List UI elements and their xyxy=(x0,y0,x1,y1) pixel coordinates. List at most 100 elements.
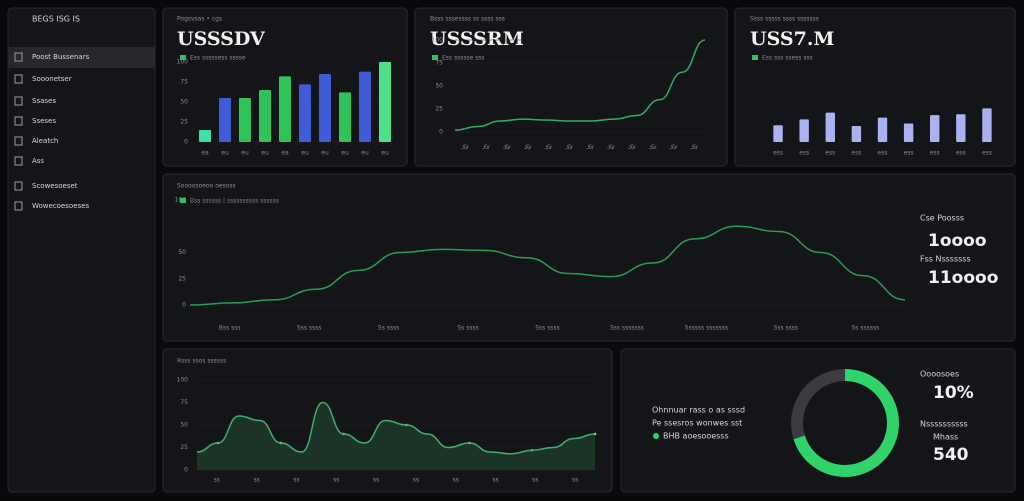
y-tick-label: 25 xyxy=(178,275,186,282)
nav-item: Wowecoesoeses xyxy=(32,202,89,210)
nav-icon xyxy=(14,181,23,191)
y-tick-label: 50 xyxy=(180,422,188,429)
card-title: Soooosoeoo oesoss xyxy=(177,183,236,190)
bar xyxy=(773,125,783,142)
stat-value: 1oooo xyxy=(928,231,987,251)
x-tick-label: eu xyxy=(341,150,349,157)
nav-icon xyxy=(14,136,23,146)
stat-label: Fss Nsssssss xyxy=(920,255,971,264)
bar xyxy=(877,117,888,142)
y-tick-label: 75 xyxy=(435,60,443,67)
x-tick-label: ess xyxy=(930,150,940,157)
x-tick-label: Ss xyxy=(481,143,493,150)
bar xyxy=(239,98,251,142)
donut-subtitle: Pe ssesros wonwes sst xyxy=(652,419,742,428)
y-tick-label: 100 xyxy=(175,197,187,204)
x-tick-label: eu xyxy=(221,150,229,157)
x-tick-label: ss xyxy=(214,477,220,484)
x-tick-label: ess xyxy=(773,150,783,157)
x-tick-label: Ss ssss xyxy=(378,325,399,332)
bar xyxy=(825,112,835,142)
card-value: USSSDV xyxy=(177,28,266,50)
bar xyxy=(930,115,940,142)
x-tick-label: eu xyxy=(321,150,329,157)
card xyxy=(620,348,1016,493)
legend: Ess ssssse sss xyxy=(442,55,485,62)
x-tick-label: eu xyxy=(261,150,269,157)
x-tick-label: ess xyxy=(825,150,835,157)
x-tick-label: Ss xyxy=(626,143,638,150)
x-tick-label: ea xyxy=(281,150,289,157)
y-tick-label: 75 xyxy=(180,79,188,86)
bar xyxy=(359,71,371,142)
card-value: USS7.M xyxy=(750,28,834,50)
x-tick-label: Ss ssssss xyxy=(851,325,879,332)
y-tick-label: 0 xyxy=(182,302,186,309)
nav-icon xyxy=(14,74,23,84)
y-tick-label: 50 xyxy=(178,249,186,256)
card-title: Pogsvsas • cgs xyxy=(177,16,222,23)
x-tick-label: ss xyxy=(254,477,260,484)
nav-icon xyxy=(14,201,23,211)
bar xyxy=(339,92,351,142)
stat-value: 540 xyxy=(933,445,969,465)
legend: BHB aoesooesss xyxy=(663,432,729,441)
nav-item: Sseses xyxy=(32,117,56,125)
x-tick-label: Sss ssss xyxy=(535,325,559,332)
x-tick-label: Ss xyxy=(689,143,701,150)
stat-label: Cse Poosss xyxy=(920,214,964,223)
y-tick-label: 25 xyxy=(180,119,188,126)
card xyxy=(414,7,728,167)
x-tick-label: Ss xyxy=(501,143,513,150)
nav-item: Scowesoeset xyxy=(32,182,78,190)
legend-swatch xyxy=(180,198,186,203)
bar xyxy=(299,84,311,142)
legend-swatch xyxy=(432,55,438,60)
bar xyxy=(219,98,231,142)
x-tick-label: Sss ssss xyxy=(774,325,798,332)
x-tick-label: Ss xyxy=(606,143,618,150)
x-tick-label: ea xyxy=(201,150,209,157)
y-tick-label: 100 xyxy=(177,377,189,384)
y-tick-label: 100 xyxy=(177,59,189,66)
x-tick-label: ess xyxy=(799,150,809,157)
x-tick-label: ess xyxy=(878,150,888,157)
x-tick-label: Ss xyxy=(668,143,680,150)
x-tick-label: ss xyxy=(532,477,538,484)
y-tick-label: 0 xyxy=(184,467,188,474)
nav-active xyxy=(8,47,155,68)
nav-item: Aleatch xyxy=(32,137,58,145)
logo: BEGS ISG IS xyxy=(32,15,80,24)
nav-icon xyxy=(14,156,23,166)
nav-icon xyxy=(14,52,23,62)
bar xyxy=(259,90,271,142)
donut-title: Ohnnuar rass o as sssd xyxy=(652,406,745,415)
x-tick-label: ess xyxy=(904,150,914,157)
x-tick-label: eu xyxy=(381,150,389,157)
y-tick-label: 0 xyxy=(184,139,188,146)
legend-swatch xyxy=(180,55,186,60)
legend: Bss ssssss | ssssssssss ssssss xyxy=(190,198,279,205)
x-tick-label: Ss xyxy=(647,143,659,150)
card-value: USSSRM xyxy=(430,28,524,50)
bar xyxy=(799,119,809,142)
y-tick-label: 0 xyxy=(439,129,443,136)
nav-icon xyxy=(14,96,23,106)
x-tick-label: eu xyxy=(361,150,369,157)
x-tick-label: ess xyxy=(956,150,966,157)
x-tick-label: Bss sss xyxy=(219,325,241,332)
x-tick-label: Ss xyxy=(585,143,597,150)
bar xyxy=(903,123,914,142)
x-tick-label: ess xyxy=(851,150,861,157)
bar xyxy=(279,76,291,142)
x-tick-label: Sss sssssss xyxy=(610,325,644,332)
bar xyxy=(982,108,992,142)
stat-value: 10% xyxy=(933,383,974,403)
x-tick-label: ess xyxy=(982,150,992,157)
legend: Ess sssssess sssse xyxy=(190,55,246,62)
stat-value: 11oooo xyxy=(928,268,998,288)
legend-swatch xyxy=(653,433,659,439)
x-tick-label: Ssssss sssssss xyxy=(685,325,728,332)
x-tick-label: Ss xyxy=(522,143,534,150)
